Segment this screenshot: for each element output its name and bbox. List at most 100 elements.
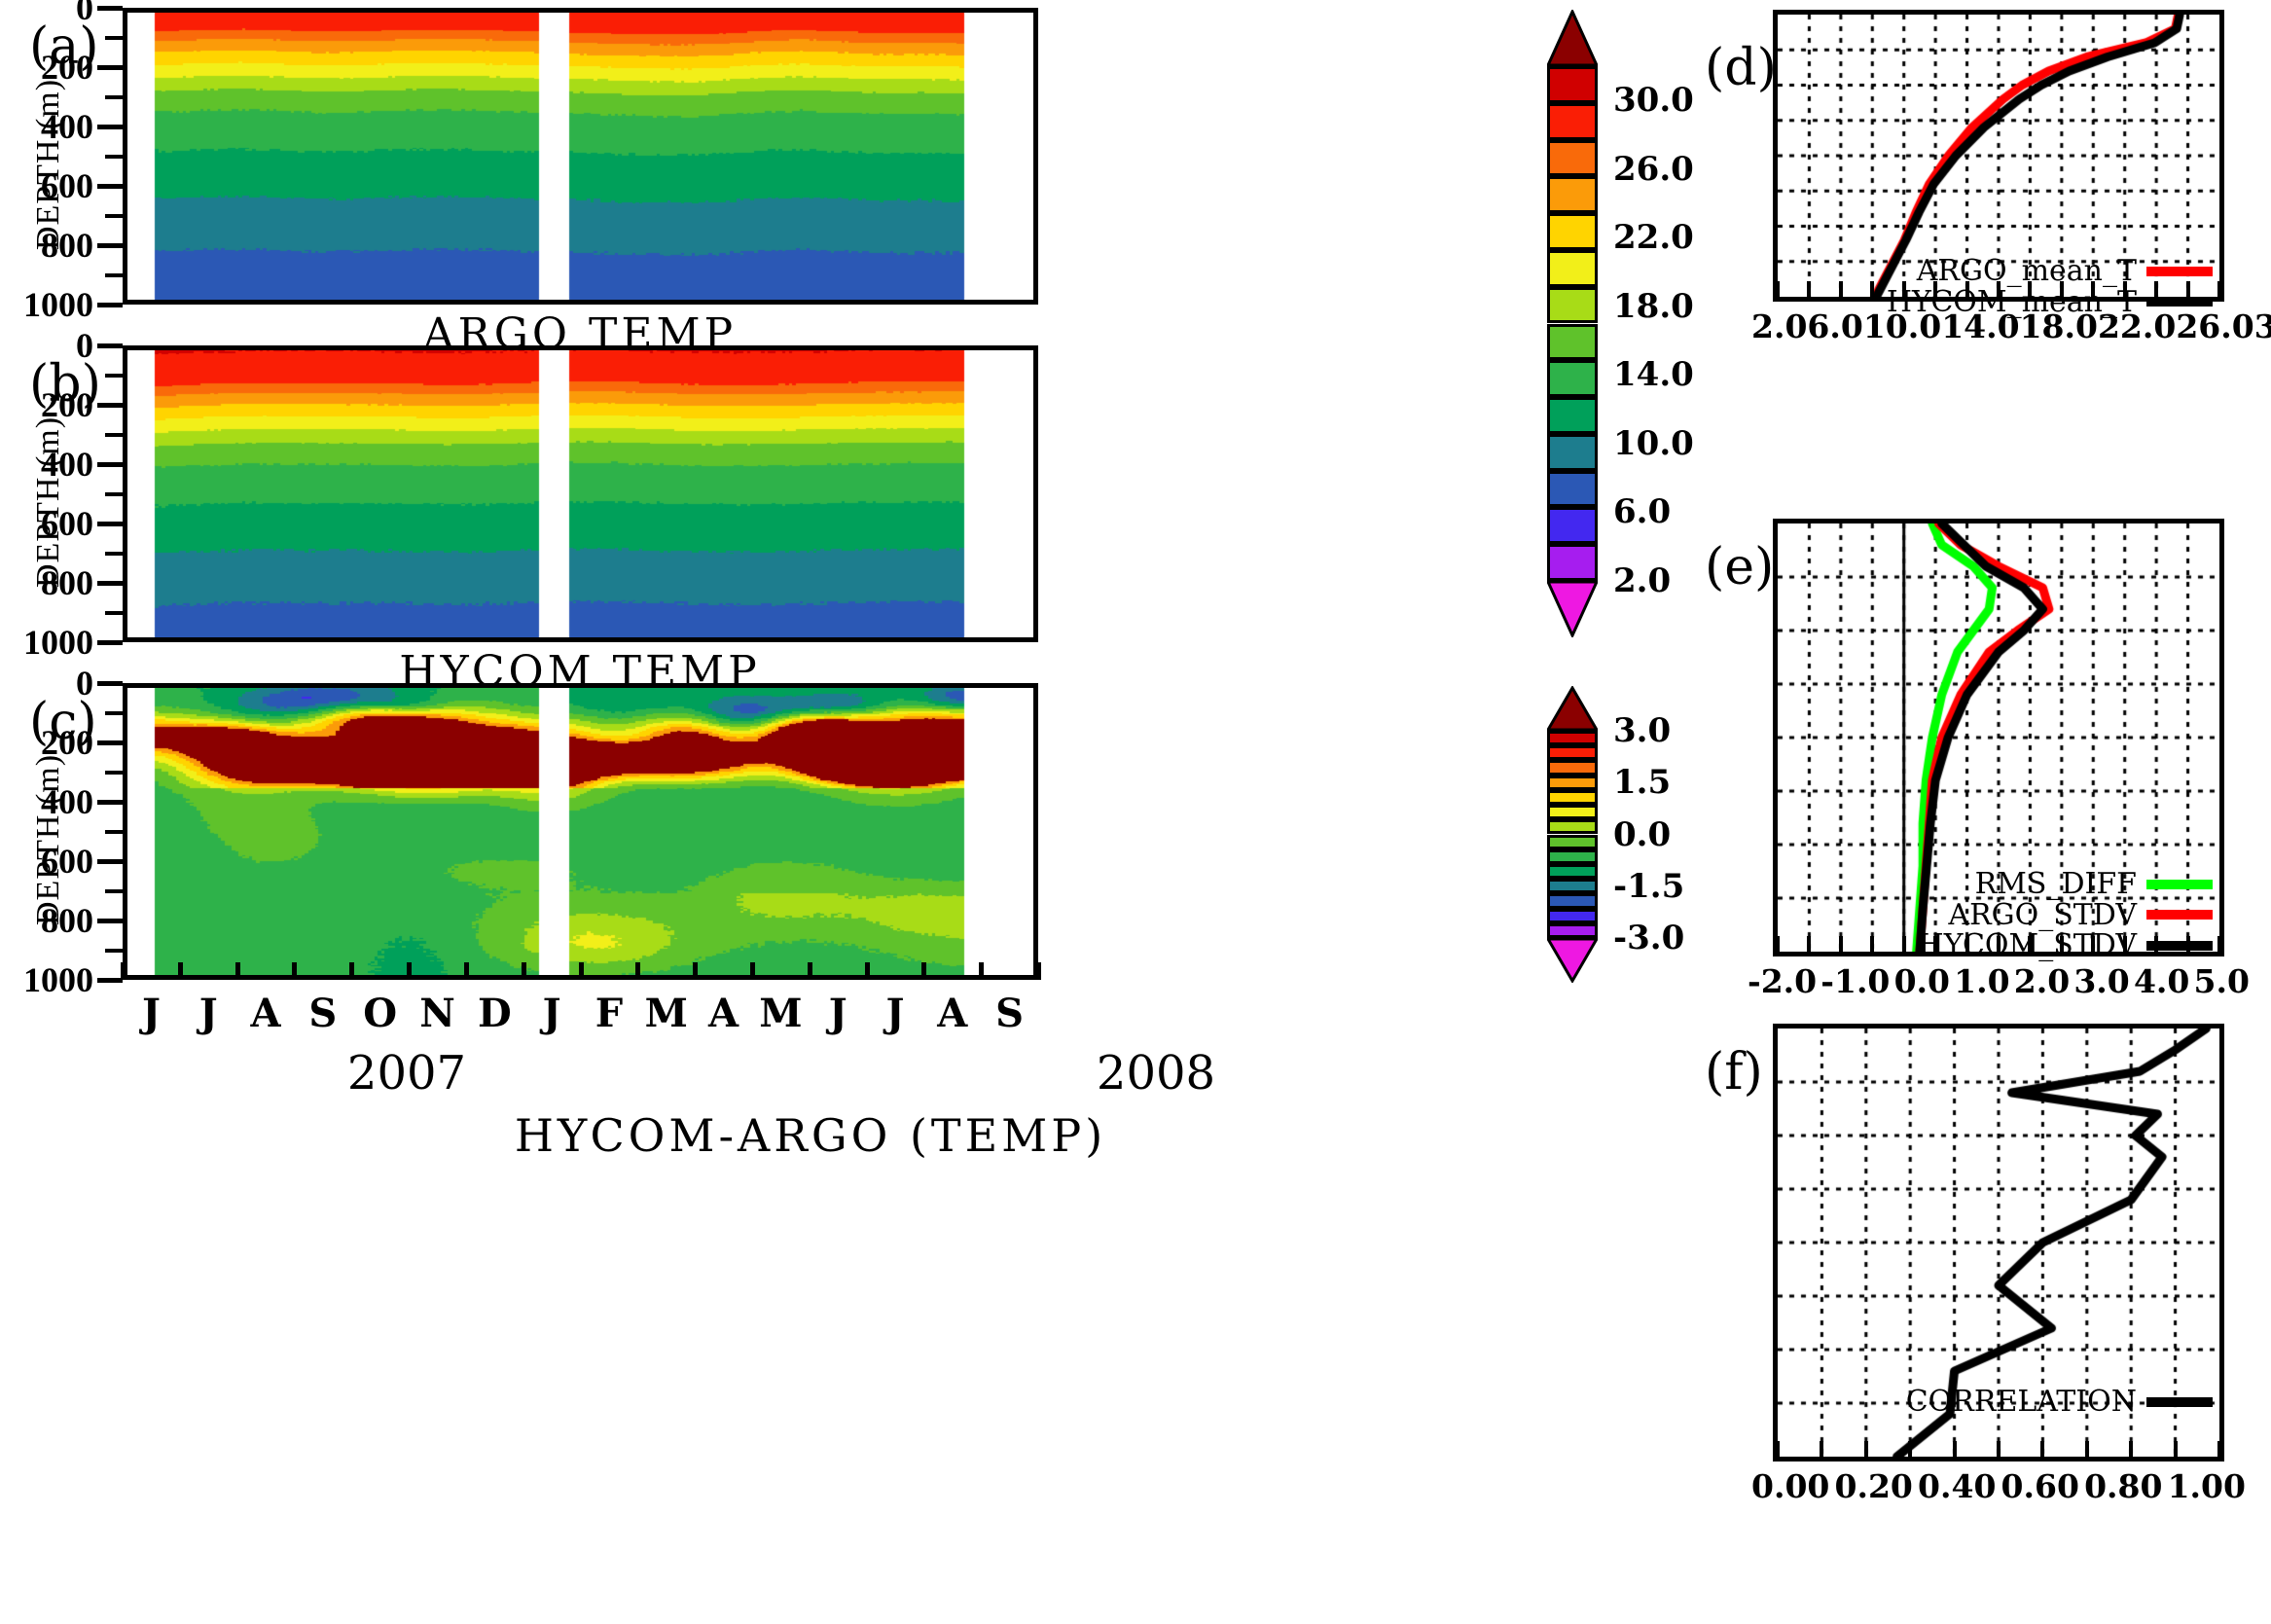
axis-tick	[2040, 1441, 2045, 1457]
month-tick	[407, 962, 413, 980]
month-label: M	[644, 991, 688, 1036]
axis-tick	[1997, 1441, 2001, 1457]
colorbar-swatch	[1547, 922, 1598, 938]
x-tick-label: -1.0	[1820, 962, 1891, 1000]
x-tick-label: 1.00	[2167, 1467, 2246, 1505]
colorbar-tick-label: 10.0	[1613, 423, 1694, 463]
colorbar-swatch	[1547, 848, 1598, 864]
month-tick	[292, 962, 298, 980]
depth-tick-label: 800	[41, 901, 93, 940]
depth-tick-label: 200	[41, 723, 93, 762]
colorbar-swatch	[1547, 397, 1598, 434]
depth-tick	[105, 948, 123, 953]
axis-tick	[1965, 936, 1969, 952]
month-tick	[1036, 962, 1041, 980]
colorbar-tick-label: 14.0	[1613, 355, 1694, 395]
month-label: O	[363, 991, 398, 1036]
x-tick-label: 26.0	[2176, 307, 2254, 345]
axis-tick	[1776, 281, 1780, 297]
panel-a-contours	[127, 13, 1033, 300]
month-label: J	[198, 991, 218, 1036]
axis-tick	[1807, 936, 1812, 952]
colorbar-top-arrow	[1545, 8, 1600, 67]
legend-swatch	[2146, 266, 2213, 276]
depth-tick	[105, 710, 123, 715]
colorbar-tick-label: -1.5	[1613, 866, 1685, 906]
depth-tick	[105, 551, 123, 556]
depth-tick	[105, 770, 123, 775]
axis-tick	[2154, 936, 2159, 952]
colorbar-tick-label: 26.0	[1613, 149, 1694, 189]
month-label: D	[477, 991, 512, 1036]
axis-tick	[1901, 281, 1906, 297]
x-tick-label: 6.0	[1807, 307, 1863, 345]
legend-swatch	[2146, 879, 2213, 889]
x-tick-label: 0.40	[1918, 1467, 1997, 1505]
colorbar-swatch	[1547, 789, 1598, 806]
x-tick-label: 5.0	[2193, 962, 2250, 1000]
colorbar-swatch	[1547, 323, 1598, 361]
panel-c-xaxis-ticks	[121, 962, 1041, 981]
axis-tick	[1870, 281, 1875, 297]
depth-tick	[97, 740, 123, 745]
colorbar-swatch	[1547, 879, 1598, 894]
legend-swatch	[2146, 1396, 2213, 1407]
axis-tick	[2173, 1441, 2178, 1457]
depth-tick	[105, 213, 123, 218]
axis-tick	[1870, 936, 1875, 952]
axis-tick	[1838, 936, 1843, 952]
month-tick	[463, 962, 469, 980]
axis-tick	[2059, 936, 2064, 952]
axis-tick	[2217, 936, 2221, 952]
depth-tick-label: 600	[41, 504, 93, 543]
month-label: J	[885, 991, 905, 1036]
x-tick-label: 10.0	[1862, 307, 1942, 345]
axis-tick	[2059, 281, 2064, 297]
legend-label: ARGO_STDV	[1948, 897, 2137, 932]
depth-tick	[105, 373, 123, 378]
x-tick-label: 1.0	[1954, 962, 2010, 1000]
depth-tick	[97, 919, 123, 923]
x-tick-label: 0.20	[1834, 1467, 1913, 1505]
year-label-2007: 2007	[346, 1046, 467, 1101]
axis-tick	[1863, 1441, 1868, 1457]
depth-tick	[97, 303, 123, 307]
colorbar-top-arrow	[1545, 685, 1600, 732]
depth-tick-label: 1000	[23, 285, 93, 324]
month-tick	[234, 962, 240, 980]
colorbar-swatch	[1547, 102, 1598, 140]
x-tick-label: 2.0	[2013, 962, 2071, 1000]
depth-tick-label: 800	[41, 563, 93, 602]
year-label-2008: 2008	[1096, 1046, 1216, 1101]
axis-tick	[1997, 281, 2001, 297]
x-tick-label: 14.0	[1941, 307, 2020, 345]
depth-tick	[97, 462, 123, 467]
x-tick-label: 4.0	[2133, 962, 2190, 1000]
x-tick-label: 22.0	[2097, 307, 2177, 345]
x-tick-label: 3.0	[2073, 962, 2130, 1000]
month-label: J	[542, 991, 561, 1036]
colorbar-temperature: 30.0 26.0 22.0 18.0 14.0 10.0 6.0 2.0	[1545, 8, 1694, 639]
depth-tick	[105, 272, 123, 277]
axis-tick	[2122, 281, 2127, 297]
axis-tick	[2028, 281, 2033, 297]
legend-entry: CORRELATION	[1878, 1387, 2213, 1418]
axis-tick	[1908, 1441, 1913, 1457]
panel-c-ylabel: DEPTH (m)	[30, 753, 66, 926]
depth-tick-label: 1000	[23, 960, 93, 999]
legend-label: RMS_DIFF	[1974, 867, 2137, 901]
depth-tick	[105, 432, 123, 437]
depth-tick	[97, 65, 123, 70]
colorbar-swatch	[1547, 286, 1598, 324]
axis-tick	[2185, 281, 2190, 297]
depth-tick	[105, 35, 123, 40]
colorbar-tick-label: 18.0	[1613, 286, 1694, 326]
axis-tick	[1965, 281, 1969, 297]
panel-f-legend: CORRELATION	[1878, 1387, 2213, 1418]
colorbar-swatch	[1547, 731, 1598, 746]
depth-tick	[97, 403, 123, 408]
axis-tick	[2091, 936, 2096, 952]
colorbar-swatch	[1547, 470, 1598, 508]
panel-a-ylabel: DEPTH (m)	[30, 78, 66, 251]
month-tick	[578, 962, 584, 980]
